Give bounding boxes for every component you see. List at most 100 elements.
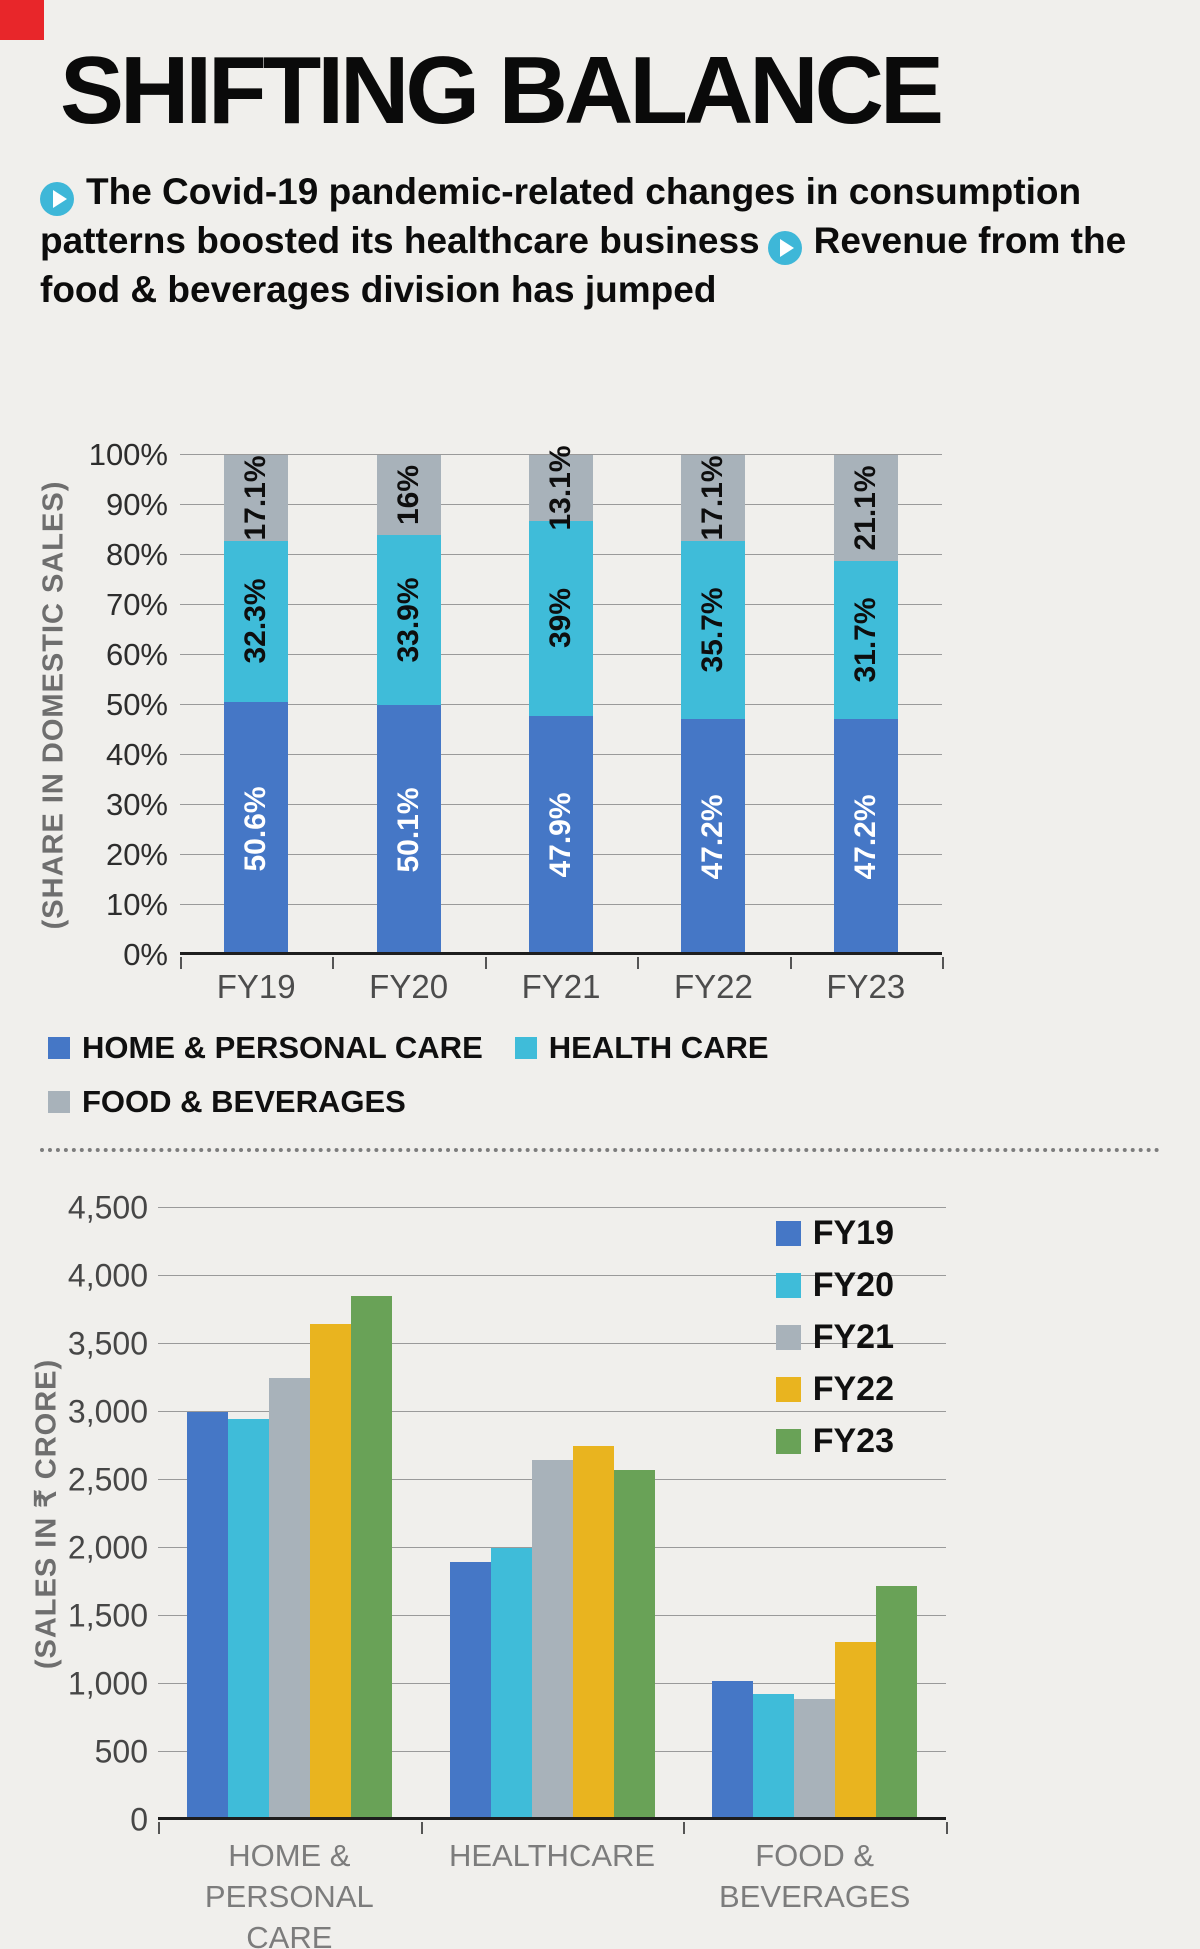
bar-group (683, 1208, 946, 1820)
bar-segment: 33.9% (376, 535, 441, 705)
y-tick-label: 80% (105, 537, 168, 572)
bar-segment-label: 50.6% (239, 785, 273, 872)
sales-chart-xlabels: HOME & PERSONAL CARE HEALTHCARE FOOD & BEV… (158, 1836, 946, 1949)
legend-item: FOOD & BEVERAGES (48, 1084, 406, 1120)
legend-swatch (514, 1037, 537, 1059)
share-chart-xlabels: FY19 FY20 FY21 FY22 FY23 (180, 968, 942, 1006)
legend-item: HOME & PERSONAL CARE (48, 1030, 483, 1066)
y-tick-label: 3,000 (67, 1393, 148, 1430)
bar-segment-label: 32.3% (239, 578, 273, 664)
y-tick-label: 1,500 (67, 1597, 148, 1634)
bar-segment: 47.9% (528, 715, 593, 955)
axis-tick (180, 957, 182, 969)
bar-segment-label: 17.1% (239, 455, 273, 541)
bar-segment: 50.1% (376, 704, 441, 955)
subtitle-text-1: The Covid-19 pandemic-related changes in… (40, 171, 1082, 261)
stacked-bar: 47.2% 35.7% 17.1% (681, 455, 746, 955)
legend-item: FY21 (775, 1318, 894, 1357)
y-tick-label: 0% (123, 937, 168, 972)
legend-label: HEALTH CARE (548, 1030, 769, 1065)
bar-segment-label: 47.9% (543, 792, 577, 878)
bar-segment: 35.7% (681, 540, 746, 719)
gridline (158, 1343, 946, 1344)
axis-tick (637, 957, 640, 969)
y-tick-label: 30% (105, 787, 168, 822)
bar-segment: 13.1% (528, 445, 593, 530)
play-icon (767, 230, 802, 265)
y-tick-label: 70% (105, 587, 168, 622)
bar-segment: 39% (528, 520, 593, 716)
axis-tick (946, 1822, 948, 1834)
bar (572, 1446, 614, 1820)
legend-label: FY19 (812, 1214, 894, 1252)
bar-segment-label: 31.7% (848, 597, 882, 683)
subtitle: The Covid-19 pandemic-related changes in… (40, 168, 1158, 314)
bar (613, 1469, 655, 1820)
legend-item: FY22 (775, 1370, 894, 1409)
axis-tick (683, 1822, 686, 1834)
y-tick-label: 0 (130, 1801, 148, 1838)
bar-segment-label: 13.1% (543, 445, 577, 531)
section-divider (40, 1148, 1160, 1152)
legend-swatch (775, 1221, 801, 1246)
x-tick-label: FOOD & BEVERAGES (719, 1838, 911, 1914)
stacked-bar: 50.1% 33.9% 16% (376, 455, 441, 955)
y-tick-label: 50% (105, 687, 168, 722)
y-tick-label: 60% (105, 637, 168, 672)
y-tick-label: 10% (105, 887, 168, 922)
share-chart-legend: HOME & PERSONAL CARE HEALTH CARE FOOD & BE… (48, 1030, 888, 1120)
corner-mark (0, 0, 44, 40)
bar-segment-label: 17.1% (696, 455, 730, 541)
bar (876, 1586, 918, 1820)
gridline (158, 1207, 946, 1208)
legend-label: FY20 (812, 1266, 894, 1304)
bar-segment: 47.2% (833, 719, 898, 955)
bar-segment: 31.7% (833, 560, 898, 719)
y-tick-label: 4,500 (67, 1189, 148, 1226)
bar-group (158, 1208, 421, 1820)
legend-swatch (775, 1377, 801, 1402)
legend-item: FY20 (775, 1266, 894, 1305)
axis-tick (789, 957, 792, 969)
x-tick-label: FY21 (521, 968, 601, 1005)
bar (794, 1698, 836, 1820)
legend-swatch (48, 1037, 70, 1059)
legend-swatch (775, 1429, 801, 1454)
legend-label: FY21 (812, 1318, 894, 1356)
play-triangle-icon (780, 238, 795, 257)
sales-chart-bars (158, 1208, 946, 1820)
legend-swatch (48, 1091, 70, 1113)
page-title: SHIFTING BALANCE (60, 37, 944, 144)
bar-group (421, 1208, 684, 1820)
x-tick-label: FY20 (369, 968, 449, 1005)
y-tick-label: 90% (105, 487, 168, 522)
bar-segment: 17.1% (224, 455, 289, 541)
y-tick-label: 100% (88, 437, 168, 472)
legend-item: FY19 (775, 1214, 894, 1253)
bar (309, 1323, 351, 1820)
sales-chart-ylabel: (SALES IN ₹ CRORE) (30, 1358, 63, 1670)
share-chart-yticks: 0% 10% 20% 30% 40% 50% 60% 70% 80% 90% 100% (70, 437, 168, 972)
bar (449, 1561, 491, 1820)
legend-label: FY22 (812, 1370, 894, 1408)
y-tick-label: 4,000 (67, 1257, 148, 1294)
axis-tick (484, 957, 487, 969)
bar (753, 1693, 795, 1820)
bar-segment-label: 21.1% (848, 465, 882, 551)
bar-segment-label: 16% (391, 464, 425, 526)
sales-chart-legend: FY19 FY20 FY21 FY22 FY23 (775, 1214, 894, 1461)
bar-segment-label: 50.1% (391, 787, 425, 873)
bar (531, 1459, 573, 1820)
bar-segment-label: 35.7% (696, 587, 730, 673)
bar (712, 1681, 754, 1820)
axis-tick (942, 957, 944, 969)
legend-label: FY23 (812, 1422, 894, 1460)
share-chart-bars: 50.6% 32.3% 17.1% 50.1% 33.9% 16% 47.9% 39% 13.1… (180, 445, 942, 955)
bar-segment: 47.2% (681, 719, 746, 955)
bar (835, 1641, 877, 1820)
y-tick-label: 3,500 (67, 1325, 148, 1362)
bar-segment: 32.3% (224, 540, 289, 702)
x-tick-label: FY23 (826, 968, 906, 1005)
y-tick-label: 20% (105, 837, 168, 872)
